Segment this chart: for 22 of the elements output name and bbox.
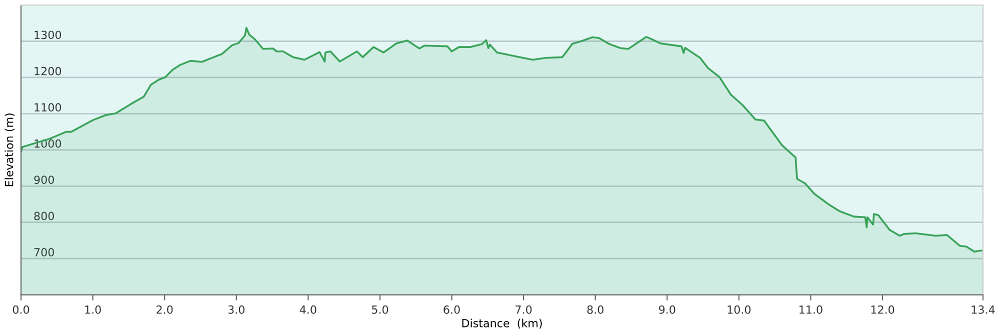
x-tick-label: 5.0 [372,305,388,314]
x-tick-label: 7.0 [516,305,532,314]
x-tick-label: 0.0 [12,305,30,314]
x-tick-label: 1.0 [85,305,101,314]
x-tick-label: 6.0 [444,305,460,314]
y-tick-label: 1100 [34,103,62,112]
y-axis-title: Elevation (m) [4,114,15,186]
x-tick-label: 3.0 [228,305,244,314]
y-tick-label: 700 [34,248,54,256]
x-tick-label: 8.0 [587,305,604,314]
x-axis-title: Distance (km) [462,318,542,329]
y-tick-label: 800 [34,212,54,220]
x-tick-label: 13.4 [972,305,995,314]
y-tick-label: 1300 [34,30,62,40]
x-tick-label: 2.0 [156,305,173,314]
x-tick-label: 12.0 [871,305,894,314]
y-tick-label: 1200 [34,66,62,76]
y-tick-label: 900 [34,176,54,184]
x-tick-label: 11.0 [800,305,822,314]
x-tick-label: 10.0 [728,305,751,314]
x-tick-label: 9.0 [658,305,676,314]
x-tick-label: 4.0 [300,305,316,314]
